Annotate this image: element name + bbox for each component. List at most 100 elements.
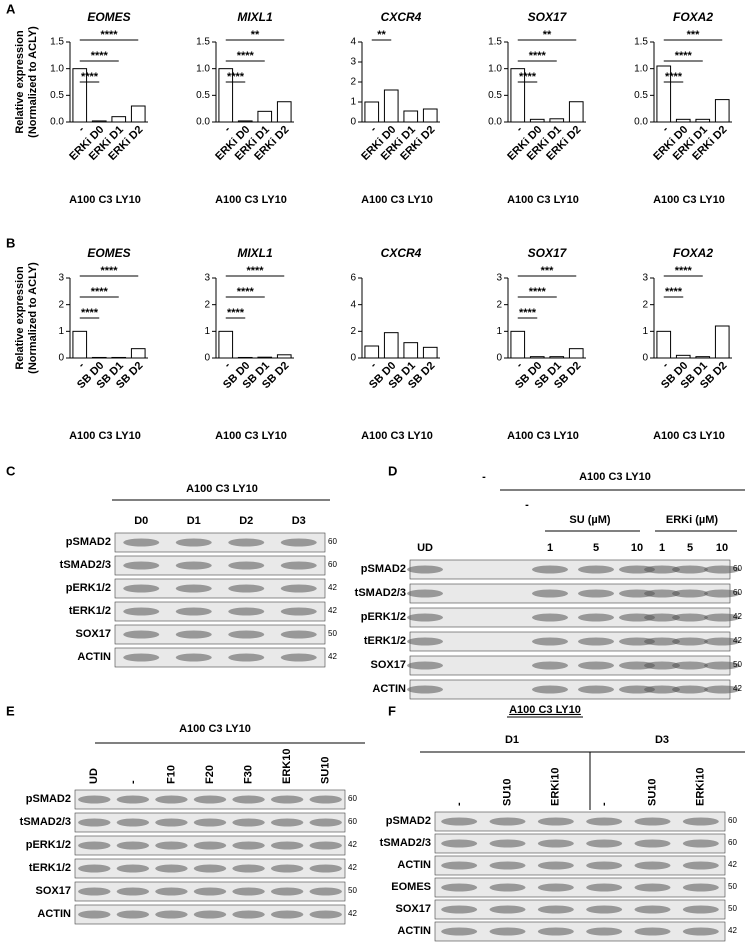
row-label: tERK1/2 xyxy=(29,862,71,874)
y-tick-label: 2 xyxy=(350,77,356,88)
bar xyxy=(675,354,691,359)
band xyxy=(280,538,317,547)
band xyxy=(123,607,160,616)
significance-label: *** xyxy=(541,265,555,277)
blot-strip xyxy=(114,578,326,599)
lane-label: SU10 xyxy=(501,778,513,806)
band xyxy=(704,565,740,574)
bar xyxy=(529,356,545,359)
band xyxy=(155,910,188,919)
x-axis-label: A100 C3 LY10 xyxy=(361,430,433,442)
band xyxy=(586,927,623,936)
band xyxy=(280,607,317,616)
band xyxy=(309,910,342,919)
band xyxy=(228,561,265,570)
y-tick-label: 0 xyxy=(350,117,356,128)
band xyxy=(232,841,265,850)
band xyxy=(232,795,265,804)
y-tick-label: 2 xyxy=(496,299,502,310)
band xyxy=(644,685,680,694)
marker-label: 42 xyxy=(733,612,742,621)
band xyxy=(672,589,708,598)
bar xyxy=(364,345,380,359)
bar xyxy=(422,346,438,359)
band xyxy=(682,927,719,936)
lane-label: - xyxy=(127,780,139,784)
y-tick-label: 0 xyxy=(350,353,356,364)
band xyxy=(175,630,212,639)
y-tick-label: 1 xyxy=(58,326,64,337)
marker-label: 60 xyxy=(733,564,742,573)
chart-title: MIXL1 xyxy=(237,10,273,24)
band xyxy=(193,795,227,804)
band xyxy=(78,864,111,873)
band xyxy=(407,661,443,670)
y-tick-label: 1.0 xyxy=(488,63,502,74)
bar xyxy=(403,110,419,123)
band xyxy=(232,887,265,896)
chart-title: EOMES xyxy=(87,246,130,260)
x-tick-label: - xyxy=(76,359,87,370)
band xyxy=(280,561,317,570)
x-axis-label: A100 C3 LY10 xyxy=(653,194,725,206)
y-tick-label: 1.5 xyxy=(488,37,502,48)
significance-label: **** xyxy=(91,50,109,62)
band xyxy=(537,839,574,848)
bar xyxy=(91,356,107,359)
band xyxy=(309,841,342,850)
band xyxy=(116,795,150,804)
row-label: pERK1/2 xyxy=(361,611,406,623)
band xyxy=(537,905,574,914)
y-tick-label: 1 xyxy=(350,97,356,108)
marker-label: 60 xyxy=(348,794,357,803)
bar xyxy=(364,101,380,123)
marker-label: 60 xyxy=(328,560,337,569)
y-tick-label: 0 xyxy=(204,353,210,364)
y-tick-label: 2 xyxy=(350,326,356,337)
lane-label: D2 xyxy=(239,515,253,527)
row-label: ACTIN xyxy=(397,859,431,871)
panel-label: D xyxy=(388,463,397,478)
x-tick-label: - xyxy=(368,123,379,134)
y-tick-label: 3 xyxy=(204,273,210,284)
row-label: ACTIN xyxy=(37,908,71,920)
band xyxy=(634,861,671,870)
y-tick-label: 6 xyxy=(350,273,356,284)
bar xyxy=(91,120,107,123)
band xyxy=(578,613,614,622)
band xyxy=(270,818,304,827)
panel-label: A xyxy=(6,1,16,16)
band xyxy=(155,864,188,873)
row-label: EOMES xyxy=(391,881,431,893)
band xyxy=(619,685,655,694)
band xyxy=(441,883,478,892)
band xyxy=(578,661,614,670)
band xyxy=(232,910,265,919)
blot-strip xyxy=(434,833,726,854)
marker-label: 60 xyxy=(348,817,357,826)
y-tick-label: 0 xyxy=(496,353,502,364)
band xyxy=(537,861,574,870)
band xyxy=(441,817,478,826)
panel-label: E xyxy=(6,703,15,718)
band xyxy=(682,905,719,914)
band xyxy=(228,607,265,616)
bar xyxy=(130,348,146,359)
x-axis-label: A100 C3 LY10 xyxy=(361,194,433,206)
band xyxy=(634,817,671,826)
band xyxy=(123,538,160,547)
lane-label: - xyxy=(453,802,465,806)
bar xyxy=(130,105,146,123)
band xyxy=(123,653,160,662)
band xyxy=(309,818,342,827)
y-tick-label: 2 xyxy=(642,299,648,310)
marker-label: 50 xyxy=(328,629,337,638)
band xyxy=(532,637,568,646)
row-label: pERK1/2 xyxy=(66,582,111,594)
blot-strip xyxy=(114,647,326,668)
bar xyxy=(714,325,730,359)
chart-title: CXCR4 xyxy=(381,246,422,260)
significance-label: **** xyxy=(529,286,547,298)
band xyxy=(682,839,719,848)
chart-title: FOXA2 xyxy=(673,246,713,260)
